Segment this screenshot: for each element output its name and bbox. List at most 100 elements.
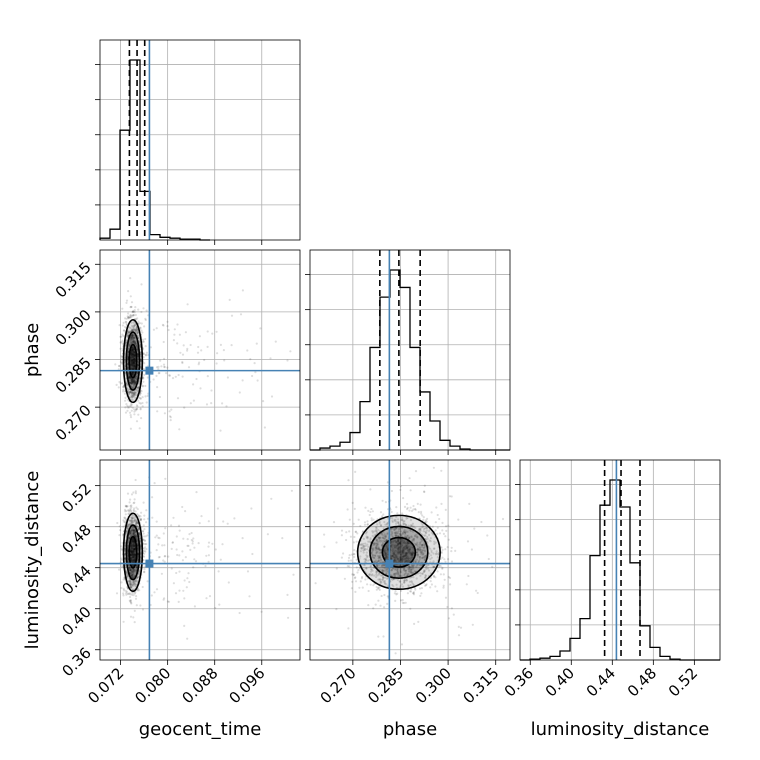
sample-point [131,393,134,396]
sample-point [133,336,136,339]
sample-point [149,346,152,349]
sample-point [404,571,407,575]
sample-point [144,543,147,546]
sample-point [441,567,444,570]
sample-point [129,395,132,398]
sample-point [126,592,129,596]
sample-point [221,402,224,405]
sample-point [131,372,134,375]
sample-point [169,416,172,419]
panel-2-2: 0.36 0.40 0.44 0.48 0.52 [501,459,721,700]
sample-point [130,550,133,553]
sample-point [134,342,137,345]
sample-point [132,357,135,360]
sample-point [120,358,123,361]
sample-point [452,613,455,616]
sample-point [128,566,131,569]
sample-point [130,352,133,355]
sample-point [396,552,399,556]
sample-point [131,576,134,579]
sample-point [168,374,171,377]
x-axis-label-luminosity_distance: luminosity_distance [531,719,710,740]
sample-point [447,575,450,579]
sample-point [408,529,411,532]
sample-point [133,362,136,365]
sample-point [131,328,134,331]
sample-point [132,539,135,542]
sample-point [438,517,441,521]
sample-point [131,540,134,543]
sample-point [418,543,421,546]
sample-point [130,551,133,554]
sample-point [133,350,136,353]
sample-point [133,550,136,553]
sample-point [450,495,453,498]
sample-point [132,544,135,547]
sample-point [128,510,131,513]
sample-point [364,506,367,509]
sample-point [130,543,133,546]
truth-marker [145,366,154,375]
sample-point [133,379,136,382]
sample-point [383,564,386,568]
sample-point [403,574,406,577]
sample-point [144,550,147,553]
sample-point [130,509,133,512]
sample-point [132,532,135,535]
sample-point [382,539,385,543]
sample-point [136,373,139,376]
x-tick-label: 0.315 [459,664,502,707]
sample-point [134,530,137,533]
sample-point [133,354,136,357]
sample-point [381,578,384,581]
sample-point [133,368,136,371]
sample-point [131,551,134,554]
sample-point [131,372,134,375]
sample-point [126,525,129,528]
sample-point [289,350,292,353]
sample-point [129,316,132,319]
sample-point [134,380,137,383]
sample-point [146,376,149,379]
sample-point [393,559,396,562]
sample-point [133,413,136,416]
sample-point [126,315,129,318]
sample-point [392,556,395,559]
sample-point [132,491,135,494]
sample-point [131,539,134,543]
sample-point [409,607,412,610]
sample-point [419,541,422,544]
sample-point [170,547,173,551]
sample-point [122,334,125,338]
sample-point [131,380,134,383]
sample-point [158,537,161,540]
sample-point [135,388,138,391]
sample-point [130,544,133,547]
sample-point [419,550,422,553]
sample-point [168,410,171,413]
sample-point [143,373,146,376]
sample-point [241,537,244,540]
sample-point [132,556,135,559]
sample-point [436,532,439,536]
sample-point [384,576,387,579]
sample-point [136,405,139,408]
sample-point [132,358,135,361]
sample-point [419,574,422,577]
sample-point [416,555,419,558]
sample-point [422,570,425,574]
sample-point [422,549,425,552]
sample-point [131,355,135,358]
sample-point [133,498,136,501]
sample-point [131,553,134,556]
sample-point [132,365,135,369]
sample-point [130,378,133,381]
sample-point [128,391,131,394]
sample-point [132,381,135,384]
sample-point [382,542,385,545]
sample-point [130,547,133,550]
sample-point [379,548,382,551]
sample-point [128,536,131,540]
sample-point [130,544,133,547]
sample-point [357,569,360,572]
